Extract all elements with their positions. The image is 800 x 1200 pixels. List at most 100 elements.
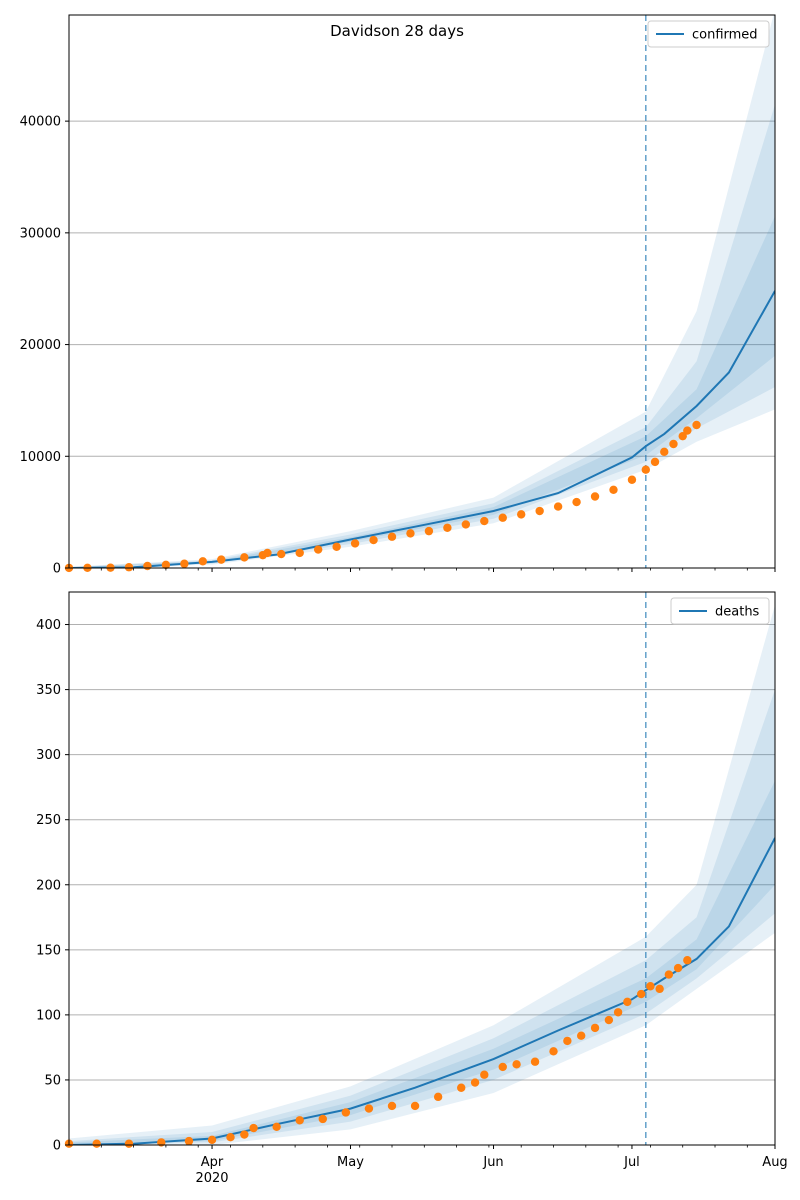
legend: deaths [670,597,770,625]
observed-point [332,542,341,551]
observed-point [673,963,683,973]
legend-label: deaths [715,605,760,620]
series-line-deaths [69,837,775,1145]
observed-point [318,1114,327,1124]
y-tick-label: 150 [36,943,61,958]
plot-frame [68,591,776,1146]
y-axis: 0 10000 20000 30000 40000 [20,115,69,577]
observed-point [470,1078,480,1087]
forecast-bands [69,605,775,1145]
y-tick-label: 400 [36,618,61,633]
observed-point [295,1116,304,1125]
x-tick-label: Jul [623,1155,640,1170]
x-tick-label: Aug [762,1155,787,1170]
observed-point [240,1130,249,1139]
observed-point [387,532,397,541]
observed-point [263,548,272,558]
observed-point [683,956,692,965]
observed-point [226,1132,235,1142]
observed-point [563,1036,572,1046]
band-outer [69,605,775,1145]
y-tick-label: 20000 [20,338,61,353]
observed-points [64,956,692,1148]
gridlines [69,624,775,1081]
observed-point [143,561,152,571]
observed-point [636,989,646,999]
gridlines [69,120,775,457]
model-line [69,837,775,1145]
observed-point [313,545,323,554]
x-axis: Apr May Jun Jul Aug 2020 [100,1145,788,1186]
x-axis [100,568,776,572]
observed-point [277,549,286,559]
observed-point [350,539,360,548]
observed-point [157,1138,166,1147]
observed-point [161,560,171,570]
x-tick-label: May [337,1155,364,1170]
observed-point [124,1139,134,1148]
y-tick-label: 0 [53,562,61,577]
observed-point [295,548,304,558]
observed-point [498,1062,507,1072]
y-axis: 0 50 100 150 200 250 300 350 400 [36,618,69,1154]
observed-point [660,447,669,457]
observed-point [198,557,208,566]
observed-point [641,465,650,474]
observed-point [678,431,687,441]
observed-point [184,1136,194,1146]
observed-point [553,502,563,511]
observed-point [549,1047,558,1056]
legend: confirmed [647,20,770,48]
observed-point [480,516,489,526]
observed-point [646,982,655,991]
observed-point [424,526,434,536]
observed-point [387,1101,397,1111]
deaths-panel: 0 50 100 150 200 250 300 350 400 Apr May Jun Jul Aug… [36,591,788,1186]
y-tick-label: 200 [36,878,61,893]
plot-area [69,592,775,1145]
observed-point [576,1031,586,1040]
legend-box [670,597,770,625]
observed-point [590,1023,600,1033]
observed-point [613,1008,623,1017]
y-tick-label: 30000 [20,226,61,241]
observed-point [669,439,678,449]
chart-title: Davidson 28 days [330,22,464,40]
observed-point [410,1101,420,1111]
observed-point [530,1057,540,1066]
observed-point [369,535,378,545]
observed-point [650,457,660,467]
x-tick-label: Jun [482,1155,503,1170]
legend-box [647,20,770,48]
y-tick-label: 250 [36,813,61,828]
x-tick-label: Apr [201,1155,224,1170]
observed-point [92,1139,101,1148]
observed-point [535,506,544,516]
plot-area [69,15,775,568]
observed-point [517,510,526,519]
observed-point [609,485,618,494]
observed-point [364,1104,374,1113]
observed-point [180,559,189,568]
observed-point [498,513,507,522]
observed-point [623,997,632,1007]
confirmed-panel: 0 10000 20000 30000 40000 Davidson 28 days c… [20,14,776,577]
y-tick-label: 10000 [20,450,61,465]
y-tick-label: 0 [53,1139,61,1154]
observed-point [124,563,134,572]
band-middle [69,689,775,1145]
x-year-label: 2020 [195,1171,228,1186]
observed-point [664,970,674,979]
observed-point [341,1108,351,1117]
observed-point [572,497,581,507]
band-middle [69,104,775,568]
observed-point [655,984,664,994]
observed-point [207,1135,217,1144]
observed-point [272,1122,281,1131]
observed-point [217,555,226,564]
observed-point [461,520,471,529]
observed-point [590,492,600,501]
observed-point [627,475,637,484]
y-tick-label: 300 [36,748,61,763]
